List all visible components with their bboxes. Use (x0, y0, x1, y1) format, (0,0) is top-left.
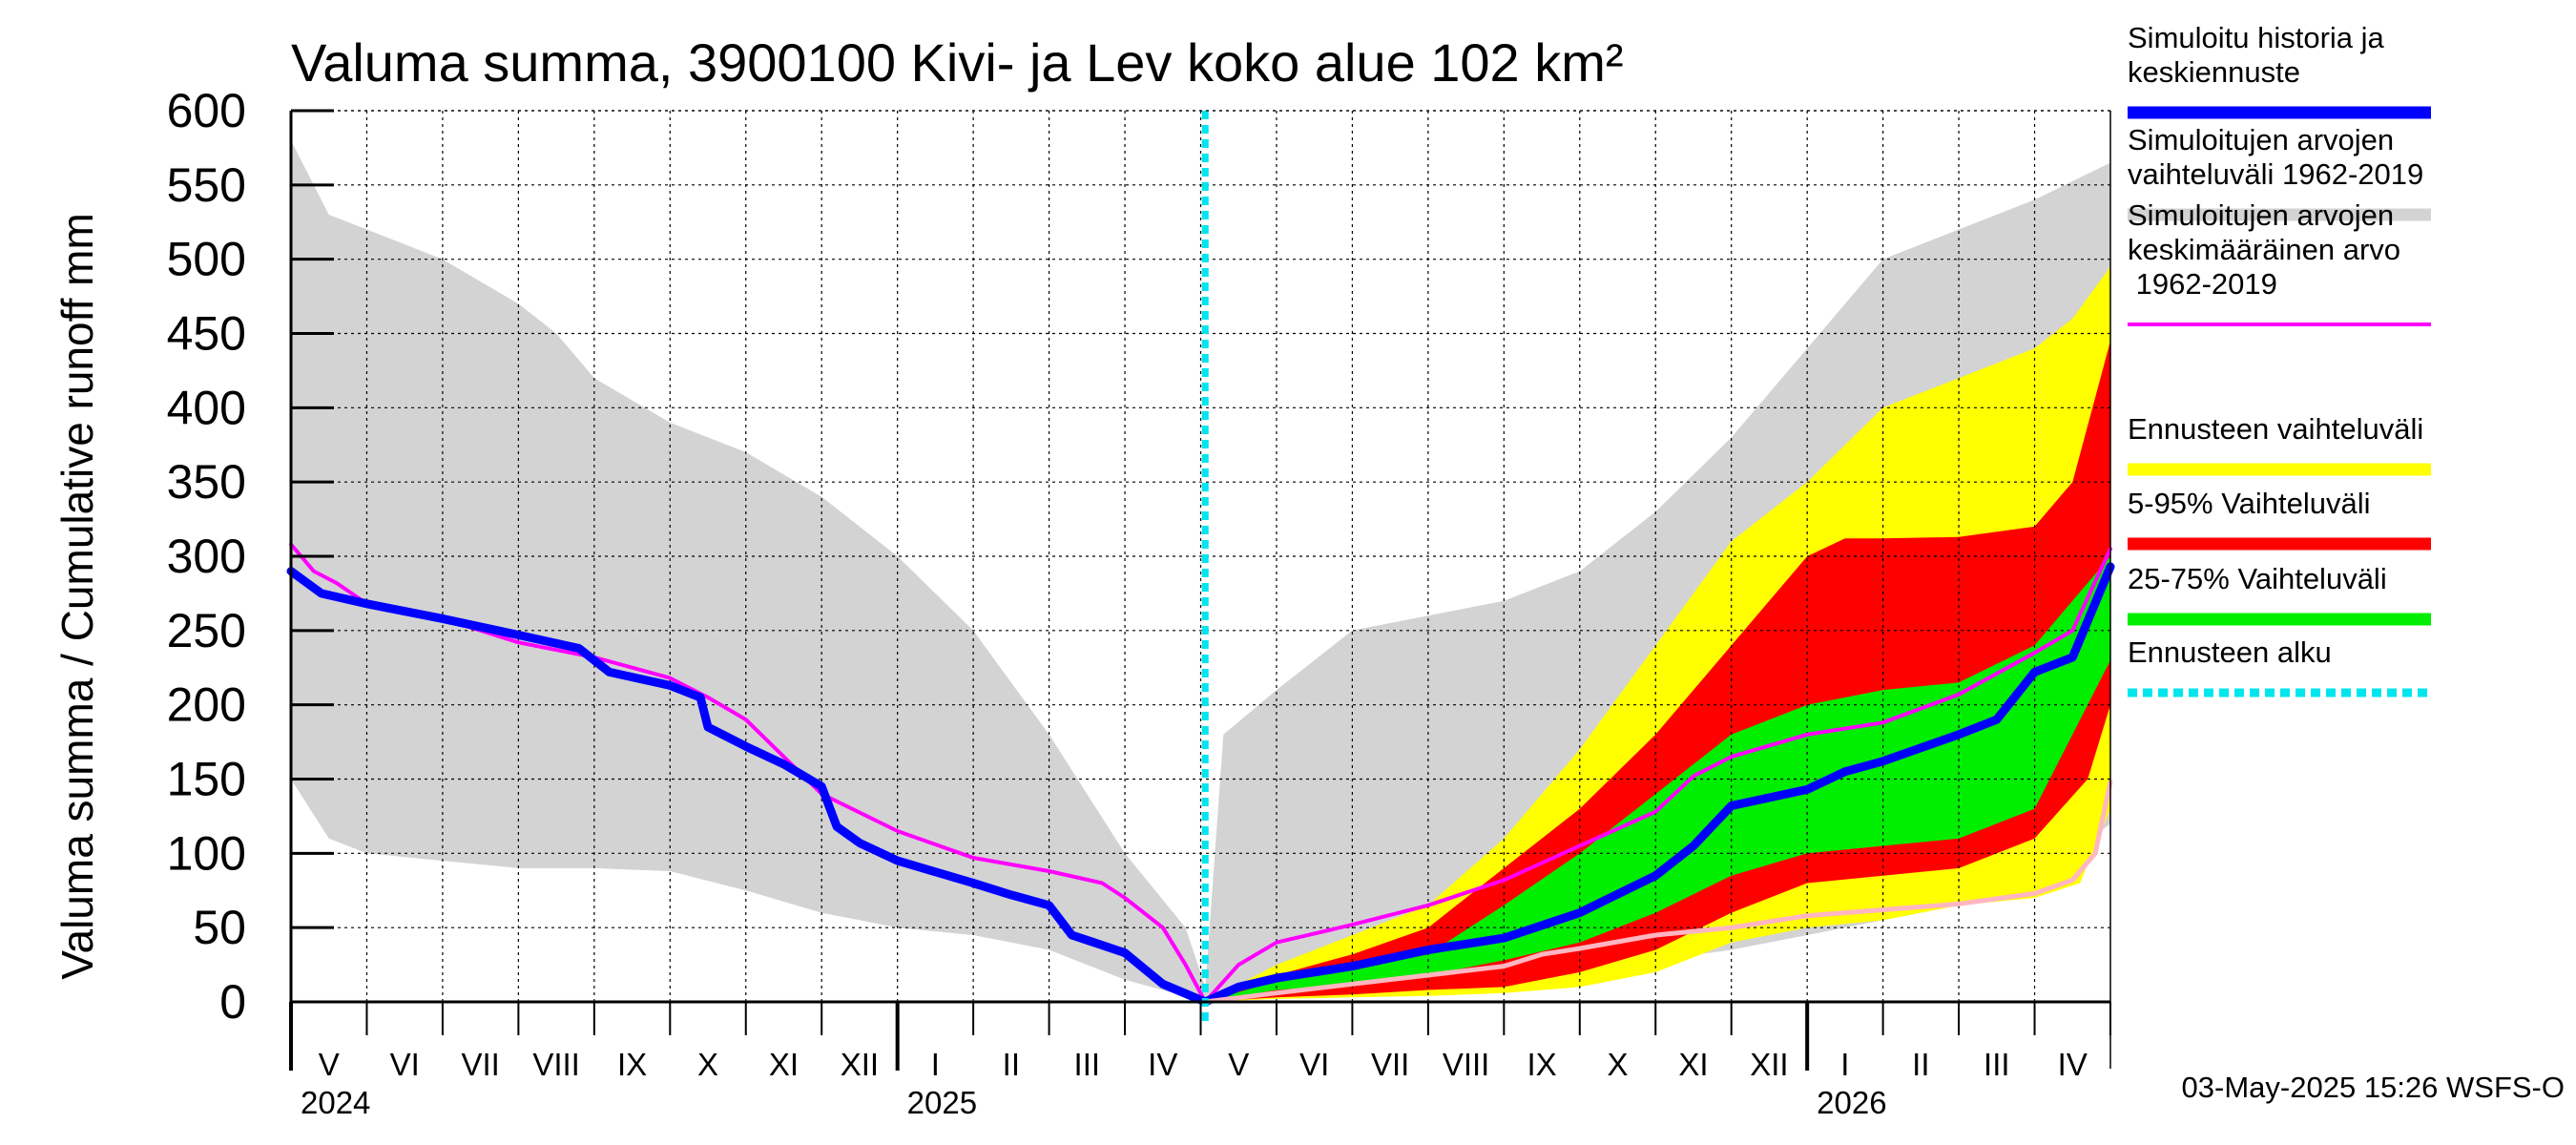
legend-label-line: keskiennuste (2128, 55, 2300, 89)
legend-label-line: Ennusteen vaihteluväli (2128, 412, 2423, 446)
y-tick-label-300: 300 (167, 530, 246, 583)
legend-label-line: vaihteluväli 1962-2019 (2128, 157, 2423, 191)
legend-item-5-95-vaihteluv-li: 5-95% Vaihteluväli (2128, 487, 2431, 551)
month-label-18: XI (1678, 1047, 1708, 1082)
legend-label-line: Simuloitu historia ja (2128, 21, 2385, 54)
legend-label: Simuloitujen arvojen keskimääräinen arvo … (2128, 198, 2400, 301)
legend-label-line: 25-75% Vaihteluväli (2128, 562, 2387, 595)
month-label-15: VIII (1443, 1047, 1490, 1082)
legend: Simuloitu historia ja keskiennusteSimuloi… (2128, 21, 2431, 697)
chart-title: Valuma summa, 3900100 Kivi- ja Lev koko … (291, 32, 1624, 93)
month-label-5: X (697, 1047, 718, 1082)
y-tick-label-150: 150 (167, 753, 246, 806)
year-label-2025: 2025 (907, 1085, 977, 1120)
month-label-0: V (319, 1047, 340, 1082)
month-label-13: VI (1299, 1047, 1329, 1082)
year-label-2026: 2026 (1817, 1085, 1886, 1120)
line-simuloitujen-arvojen-keskim-r-inen-arvo-1962-2019 (289, 542, 2112, 1004)
legend-label: Ennusteen vaihteluväli (2128, 412, 2423, 446)
legend-item-simuloitu-historia-ja-keskiennuste: Simuloitu historia ja keskiennuste (2128, 21, 2431, 119)
legend-label-line: Simuloitujen arvojen (2128, 123, 2394, 156)
month-label-1: VI (390, 1047, 420, 1082)
month-label-9: II (1003, 1047, 1020, 1082)
legend-label: 25-75% Vaihteluväli (2128, 562, 2387, 595)
month-label-16: IX (1527, 1047, 1556, 1082)
y-axis-label: Valuma summa / Cumulative runoff mm (52, 213, 102, 980)
month-label-6: XI (769, 1047, 799, 1082)
month-label-22: III (1984, 1047, 2010, 1082)
month-label-4: IX (617, 1047, 647, 1082)
legend-label: Simuloitujen arvojen vaihteluväli 1962-20… (2128, 123, 2423, 191)
legend-item-25-75-vaihteluv-li: 25-75% Vaihteluväli (2128, 562, 2431, 626)
month-label-23: IV (2058, 1047, 2088, 1082)
y-tick-label-350: 350 (167, 455, 246, 509)
y-tick-label-200: 200 (167, 678, 246, 732)
y-tick-label-50: 50 (193, 901, 246, 954)
legend-item-simuloitujen-arvojen-keskim-r-inen-arvo-1962-2019: Simuloitujen arvojen keskimääräinen arvo … (2128, 198, 2431, 326)
legend-label-line: keskimääräinen arvo (2128, 233, 2400, 266)
month-label-10: III (1074, 1047, 1101, 1082)
legend-label: Ennusteen alku (2128, 635, 2332, 669)
month-label-14: VII (1371, 1047, 1409, 1082)
legend-item-ennusteen-vaihteluv-li: Ennusteen vaihteluväli (2128, 412, 2431, 476)
month-label-19: XII (1750, 1047, 1788, 1082)
month-label-17: X (1608, 1047, 1629, 1082)
line-simuloitu-historia-ja-keskiennuste (286, 562, 2115, 1007)
legend-label: Simuloitu historia ja keskiennuste (2128, 21, 2385, 89)
y-tick-label-400: 400 (167, 381, 246, 434)
y-tick-label-250: 250 (167, 604, 246, 657)
y-tick-label-550: 550 (167, 158, 246, 212)
y-tick-label-0: 0 (219, 975, 246, 1029)
legend-label-line: Ennusteen alku (2128, 635, 2332, 669)
timestamp: 03-May-2025 15:26 WSFS-O (2182, 1071, 2565, 1104)
month-label-3: VIII (532, 1047, 580, 1082)
month-label-8: I (931, 1047, 940, 1082)
month-label-12: V (1228, 1047, 1249, 1082)
y-tick-label-500: 500 (167, 233, 246, 286)
legend-label-line: 5-95% Vaihteluväli (2128, 487, 2370, 520)
legend-label-line: Simuloitujen arvojen (2128, 198, 2394, 232)
line-lower-run (1202, 780, 2113, 1005)
lines-layer (286, 111, 2115, 1021)
month-label-7: XII (841, 1047, 879, 1082)
month-label-20: I (1840, 1047, 1849, 1082)
month-label-11: IV (1148, 1047, 1177, 1082)
month-label-2: VII (461, 1047, 499, 1082)
legend-item-ennusteen-alku: Ennusteen alku (2128, 635, 2431, 697)
y-tick-label-450: 450 (167, 307, 246, 361)
legend-label-line: 1962-2019 (2128, 267, 2277, 301)
legend-item-simuloitujen-arvojen-vaihteluv-li-1962-2019: Simuloitujen arvojen vaihteluväli 1962-20… (2128, 123, 2431, 221)
month-label-21: II (1912, 1047, 1929, 1082)
year-label-2024: 2024 (301, 1085, 370, 1120)
y-tick-label-600: 600 (167, 84, 246, 137)
legend-label: 5-95% Vaihteluväli (2128, 487, 2370, 520)
y-tick-label-100: 100 (167, 826, 246, 880)
